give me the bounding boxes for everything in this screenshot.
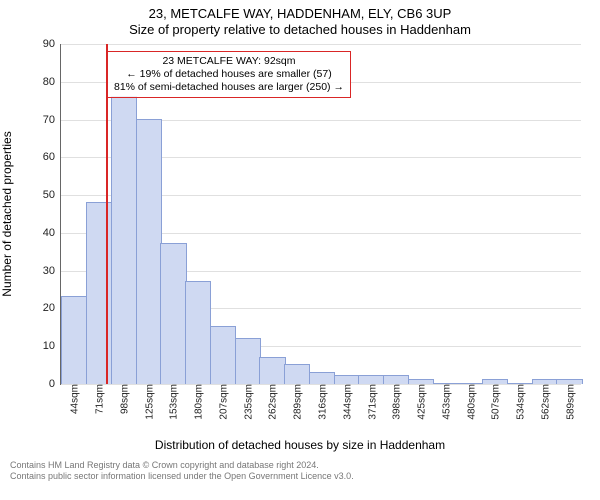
x-tick-label: 44sqm [66,384,81,414]
x-tick-label: 289sqm [289,384,304,420]
x-tick-label: 534sqm [512,384,527,420]
x-tick-label: 398sqm [388,384,403,420]
x-tick-label: 125sqm [140,384,155,420]
histogram-bar [309,372,335,384]
x-tick-label: 507sqm [487,384,502,420]
histogram-bar [86,202,112,384]
chart-container: 23, METCALFE WAY, HADDENHAM, ELY, CB6 3U… [0,0,600,500]
histogram-bar [160,243,186,384]
x-tick-label: 371sqm [363,384,378,420]
histogram-bar [185,281,211,384]
x-tick-label: 207sqm [214,384,229,420]
histogram-bar [358,375,384,384]
y-tick-label: 60 [43,151,61,163]
x-tick-label: 453sqm [437,384,452,420]
annotation-box: 23 METCALFE WAY: 92sqm← 19% of detached … [107,51,351,98]
x-tick-label: 344sqm [338,384,353,420]
x-tick-label: 71sqm [91,384,106,414]
y-tick-label: 10 [43,340,61,352]
footer-attribution: Contains HM Land Registry data © Crown c… [10,460,354,482]
y-axis-label: Number of detached properties [0,131,14,296]
x-tick-label: 153sqm [165,384,180,420]
x-tick-label: 262sqm [264,384,279,420]
title-address: 23, METCALFE WAY, HADDENHAM, ELY, CB6 3U… [0,6,600,21]
annotation-line: 81% of semi-detached houses are larger (… [114,81,344,94]
y-tick-label: 90 [43,38,61,50]
title-subtitle: Size of property relative to detached ho… [0,22,600,37]
plot-area: 010203040506070809044sqm71sqm98sqm125sqm… [60,44,581,385]
x-axis-label: Distribution of detached houses by size … [0,438,600,452]
footer-line-1: Contains HM Land Registry data © Crown c… [10,460,354,471]
y-tick-label: 50 [43,189,61,201]
x-tick-label: 589sqm [561,384,576,420]
x-tick-label: 316sqm [314,384,329,420]
histogram-bar [235,338,261,384]
histogram-bar [259,357,285,384]
annotation-line: 23 METCALFE WAY: 92sqm [114,55,344,68]
histogram-bar [136,119,162,384]
x-tick-label: 180sqm [190,384,205,420]
y-tick-label: 80 [43,76,61,88]
y-tick-label: 30 [43,265,61,277]
y-tick-label: 40 [43,227,61,239]
x-tick-label: 425sqm [413,384,428,420]
x-tick-label: 235sqm [239,384,254,420]
histogram-bar [61,296,87,384]
x-tick-label: 480sqm [462,384,477,420]
annotation-line: ← 19% of detached houses are smaller (57… [114,68,344,81]
y-gridline [61,44,581,45]
histogram-bar [284,364,310,384]
x-tick-label: 562sqm [536,384,551,420]
histogram-bar [111,96,137,384]
footer-line-2: Contains public sector information licen… [10,471,354,482]
histogram-bar [210,326,236,384]
x-tick-label: 98sqm [115,384,130,414]
y-tick-label: 0 [49,378,61,390]
y-tick-label: 70 [43,114,61,126]
y-tick-label: 20 [43,302,61,314]
histogram-bar [383,375,409,384]
histogram-bar [334,375,360,384]
